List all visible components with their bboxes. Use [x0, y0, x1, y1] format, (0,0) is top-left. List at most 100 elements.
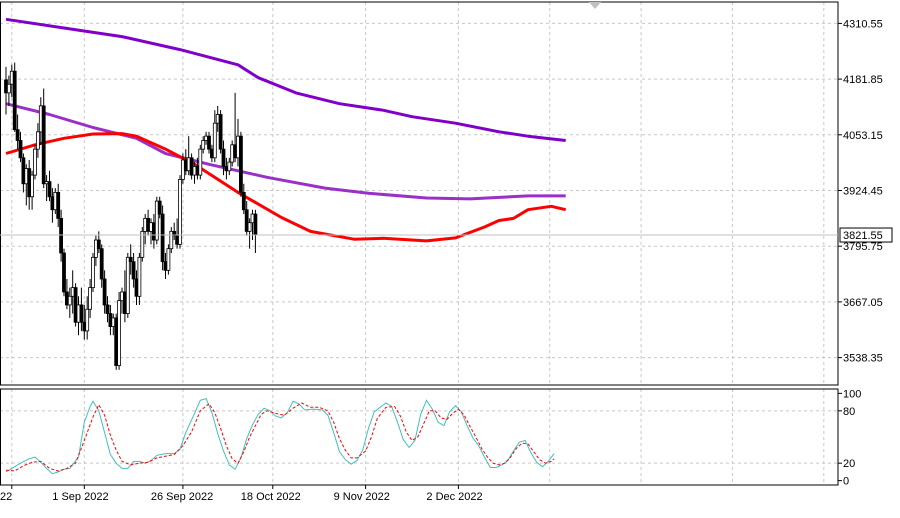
- moving-average-line-1: [5, 17, 566, 142]
- candle-body: [102, 278, 107, 306]
- candle: [178, 175, 182, 249]
- candle-body: [157, 200, 162, 215]
- candle-body: [30, 174, 35, 198]
- candle-body: [128, 256, 133, 263]
- oscillator-line-1: [5, 397, 555, 475]
- candle-body: [169, 230, 174, 250]
- oscillator-line-2: [5, 402, 555, 472]
- candle-body: [79, 304, 84, 323]
- candle: [140, 227, 145, 262]
- candle-body: [41, 105, 46, 185]
- candle-body: [227, 161, 232, 172]
- candle: [247, 218, 252, 249]
- candle-body: [207, 135, 211, 150]
- candle: [62, 248, 66, 297]
- candlesticks: [4, 62, 258, 370]
- candle: [172, 222, 177, 241]
- candle: [137, 253, 142, 305]
- candle-body: [247, 222, 252, 232]
- candle-body: [154, 200, 159, 241]
- chart-shift-marker[interactable]: [589, 2, 601, 9]
- candle-body: [96, 239, 101, 250]
- candle-body: [33, 148, 37, 176]
- time-tick-label: 1 Sep 2022: [52, 491, 108, 503]
- oscillator-tick-label: 80: [843, 406, 855, 418]
- candle: [198, 144, 203, 180]
- candle-body: [67, 295, 72, 306]
- candle: [207, 131, 211, 154]
- candle-body: [36, 131, 40, 150]
- candle-body: [105, 304, 110, 314]
- candle: [117, 291, 121, 370]
- candle: [166, 244, 171, 275]
- time-tick-label: 26 Sep 2022: [151, 491, 213, 503]
- candle: [169, 227, 174, 254]
- candle: [47, 170, 52, 202]
- candle: [212, 110, 217, 163]
- candle: [41, 88, 46, 189]
- candle: [79, 287, 84, 331]
- candle: [15, 114, 20, 150]
- current-price-tag: 3821.55: [0, 227, 893, 243]
- candle-body: [18, 140, 23, 159]
- candle: [128, 244, 133, 275]
- candle-body: [241, 192, 246, 211]
- candle: [221, 140, 226, 176]
- time-tick-label: 18 Oct 2022: [241, 491, 301, 503]
- price-panel-frame: [0, 1, 839, 386]
- candle-body: [88, 287, 92, 310]
- moving-average-line-2: [5, 102, 566, 201]
- candle-body: [15, 129, 20, 141]
- current-price-label: 3821.55: [843, 230, 883, 242]
- candle: [36, 123, 40, 158]
- candle-body: [178, 179, 182, 245]
- candle: [105, 296, 110, 323]
- candle-body: [131, 261, 136, 280]
- moving-average-line-3: [5, 132, 567, 243]
- candle-body: [47, 181, 52, 198]
- candle-body: [137, 256, 142, 297]
- candle-body: [91, 256, 95, 289]
- candle: [33, 144, 37, 180]
- candle: [91, 253, 95, 292]
- candle-body: [201, 140, 206, 150]
- candle-body: [221, 148, 226, 167]
- candle: [218, 110, 223, 154]
- candle-body: [244, 209, 249, 232]
- candle: [59, 209, 63, 262]
- candle: [12, 62, 17, 132]
- price-tick-label: 4053.15: [843, 130, 883, 142]
- time-tick-label: 22: [0, 491, 12, 503]
- price-grid: [0, 2, 838, 385]
- candle: [131, 253, 136, 288]
- price-tick-label: 3667.05: [843, 297, 883, 309]
- candle-body: [56, 192, 61, 219]
- candle: [88, 278, 92, 318]
- price-tick-label: 3924.45: [843, 185, 883, 197]
- candle: [85, 296, 90, 340]
- panel-frames: [0, 1, 839, 486]
- candle-body: [59, 217, 63, 254]
- candle-body: [253, 213, 258, 236]
- candle-body: [198, 148, 203, 176]
- oscillator-axis: 100 80 20 0: [838, 388, 861, 488]
- candle-body: [117, 300, 121, 366]
- candle-body: [238, 135, 243, 193]
- candle-body: [62, 252, 66, 293]
- candle: [201, 136, 206, 154]
- candle: [244, 201, 249, 236]
- oscillator-lines: [5, 397, 555, 475]
- candle: [238, 131, 243, 197]
- candle-body: [85, 308, 90, 332]
- candle: [56, 183, 61, 228]
- time-tick-label: 9 Nov 2022: [334, 491, 390, 503]
- oscillator-panel-frame: [0, 388, 839, 486]
- candle-body: [99, 248, 104, 280]
- price-tick-label: 3538.35: [843, 353, 883, 365]
- current-price-box: [839, 227, 893, 243]
- candle: [227, 157, 232, 176]
- candle-body: [12, 70, 17, 131]
- moving-averages: [5, 17, 567, 243]
- price-tick-label: 4310.55: [843, 18, 883, 30]
